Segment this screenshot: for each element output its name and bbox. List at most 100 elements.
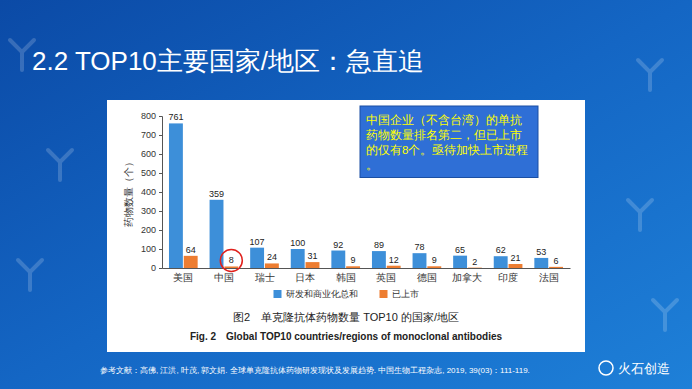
x-tick-label: 英国 [376, 272, 396, 283]
y-tick-label: 700 [141, 130, 156, 140]
y-tick-mark [159, 135, 162, 136]
background [0, 0, 692, 389]
y-tick-mark [159, 154, 162, 155]
bar [509, 264, 523, 268]
bar [306, 262, 320, 268]
data-label: 64 [186, 245, 196, 255]
y-tick: 600 [141, 149, 162, 159]
y-tick-mark [159, 116, 162, 117]
chart-title: 图2 单克隆抗体药物数量 TOP10 的国家/地区 [233, 311, 459, 323]
slide: 2.2 TOP10主要国家/地区：急直追 0 100 200 300 400 500 600 7… [0, 0, 692, 389]
x-tick: 日本 [295, 268, 315, 283]
bar [453, 256, 467, 268]
chart-panel [107, 100, 585, 352]
x-tick: 韩国 [336, 268, 356, 283]
antibody-icon [653, 300, 677, 330]
x-tick-label: 法国 [539, 272, 559, 283]
x-tick-label: 中国 [214, 272, 234, 283]
x-tick-label: 德国 [417, 272, 437, 283]
y-tick: 300 [141, 206, 162, 216]
data-label: 89 [374, 240, 384, 250]
y-tick-label: 600 [141, 149, 156, 159]
data-label: 107 [250, 237, 265, 247]
slide-title: 2.2 TOP10主要国家/地区：急直追 [32, 46, 424, 76]
y-tick: 100 [141, 244, 162, 254]
bar [184, 256, 198, 268]
bar [265, 263, 279, 268]
data-label: 65 [455, 245, 465, 255]
data-label: 62 [496, 245, 506, 255]
x-axis: 美国 中国 瑞士 日本 韩国 英国 德国 加拿大 印度 法国 [163, 268, 571, 283]
x-tick: 中国 [214, 268, 234, 283]
data-label: 359 [209, 189, 224, 199]
watermark-text: 火石创造 [618, 361, 670, 376]
bar [372, 251, 386, 268]
legend-swatch [380, 290, 388, 298]
data-label: 6 [554, 256, 559, 266]
y-tick: 0 [151, 263, 162, 273]
bar [468, 267, 482, 268]
y-tick: 700 [141, 130, 162, 140]
data-label: 92 [333, 240, 343, 250]
x-tick: 法国 [539, 268, 559, 283]
y-tick: 800 [141, 111, 162, 121]
x-tick: 加拿大 [452, 268, 482, 283]
antibody-icon [18, 260, 42, 290]
antibody-icon [48, 150, 72, 180]
bars [169, 123, 563, 268]
data-label: 761 [168, 112, 183, 122]
antibody-icon [10, 40, 34, 70]
y-tick-mark [159, 173, 162, 174]
data-label: 2 [472, 257, 477, 267]
watermark-icon [599, 361, 613, 375]
legend-swatch [274, 290, 282, 298]
y-tick-label: 800 [141, 111, 156, 121]
legend-label: 已上市 [392, 289, 419, 299]
x-tick: 美国 [173, 268, 193, 283]
y-tick-mark [159, 230, 162, 231]
data-label: 78 [414, 242, 424, 252]
y-axis-title: 药物数量（个） [123, 157, 134, 227]
bar [494, 256, 508, 268]
y-tick-label: 200 [141, 225, 156, 235]
legend-label: 研发和商业化总和 [286, 289, 358, 299]
y-tick: 200 [141, 225, 162, 235]
bar [291, 249, 305, 268]
y-tick-label: 0 [151, 263, 156, 273]
x-tick-label: 韩国 [336, 272, 356, 283]
x-tick-label: 美国 [173, 272, 193, 283]
y-axis-line [159, 117, 163, 269]
bar [346, 266, 360, 268]
x-tick: 英国 [376, 268, 396, 283]
bar [534, 258, 548, 268]
y-tick-mark [159, 268, 162, 269]
y-tick-label: 100 [141, 244, 156, 254]
x-tick: 德国 [417, 268, 437, 283]
y-axis: 0 100 200 300 400 500 600 700 800 [141, 111, 163, 273]
reference: 参考文献：高佛, 江洪, 叶茂, 郭文娟. 全球单克隆抗体药物研发现状及发展趋势… [100, 366, 530, 375]
x-tick: 印度 [498, 268, 518, 283]
y-tick-label: 300 [141, 206, 156, 216]
y-tick-label: 400 [141, 187, 156, 197]
legend: 研发和商业化总和 已上市 [274, 289, 419, 299]
antibody-icon [638, 60, 662, 90]
x-tick-label: 印度 [498, 272, 518, 283]
data-label: 53 [536, 247, 546, 257]
highlight-circle [220, 249, 242, 271]
data-label: 31 [307, 251, 317, 261]
y-tick-mark [159, 192, 162, 193]
x-tick-label: 日本 [295, 272, 315, 283]
bar [549, 267, 563, 268]
data-label: 9 [432, 255, 437, 265]
data-label: 12 [389, 255, 399, 265]
data-label: 9 [351, 255, 356, 265]
y-tick-mark [159, 249, 162, 250]
y-tick-label: 500 [141, 168, 156, 178]
data-label: 8 [229, 255, 234, 265]
bar [413, 253, 427, 268]
x-tick-label: 瑞士 [255, 272, 275, 283]
bar [427, 266, 441, 268]
y-tick-mark [159, 211, 162, 212]
bar [331, 251, 345, 268]
bar [169, 123, 183, 268]
